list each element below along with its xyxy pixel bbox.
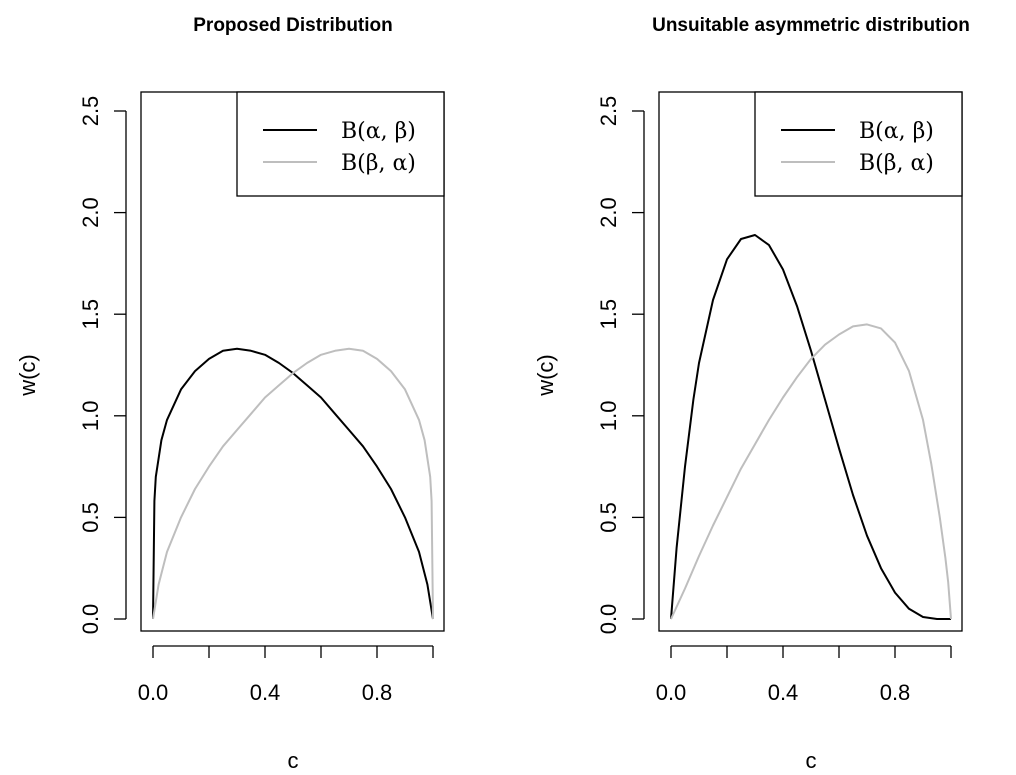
x-tick-label: 0.4 [250,680,281,705]
series-line-2 [670,323,952,620]
chart-title: Proposed Distribution [193,15,393,36]
series-line-1 [152,347,434,620]
x-axis-label: c [288,748,299,773]
legend-label: B(α, β) [859,119,934,144]
y-tick-label: 2.0 [78,197,103,228]
y-tick-label: 2.5 [78,96,103,127]
x-tick-label: 0.8 [880,680,911,705]
y-axis-label: w(c) [533,354,558,397]
y-tick-label: 2.0 [596,197,621,228]
legend-label: B(β, α) [341,151,416,176]
y-tick-label: 0.0 [596,604,621,635]
series-line-2 [152,347,434,620]
legend-label: B(α, β) [341,119,416,144]
legend-box [236,91,445,197]
x-tick-label: 0.4 [768,680,799,705]
y-axis-label: w(c) [15,354,40,397]
y-tick-label: 1.5 [78,299,103,330]
x-axis-label: c [806,748,817,773]
legend-box [754,91,963,197]
y-tick-label: 0.5 [596,502,621,533]
legend-label: B(β, α) [859,151,934,176]
chart-panel-1: Proposed Distribution 0.0 0.4 0.8 c 0.0 0.5 1.0… [15,15,445,773]
y-tick-label: 1.0 [78,401,103,432]
y-tick-label: 0.5 [78,502,103,533]
series-line-1 [670,234,951,620]
chart-panel-2: Unsuitable asymmetric distribution 0.0 0.4… [533,15,970,773]
y-tick-label: 1.5 [596,299,621,330]
x-tick-label: 0.0 [138,680,169,705]
y-tick-label: 0.0 [78,604,103,635]
y-tick-label: 2.5 [596,96,621,127]
y-tick-label: 1.0 [596,401,621,432]
x-tick-label: 0.0 [656,680,687,705]
x-tick-label: 0.8 [362,680,393,705]
chart-title: Unsuitable asymmetric distribution [652,15,970,36]
